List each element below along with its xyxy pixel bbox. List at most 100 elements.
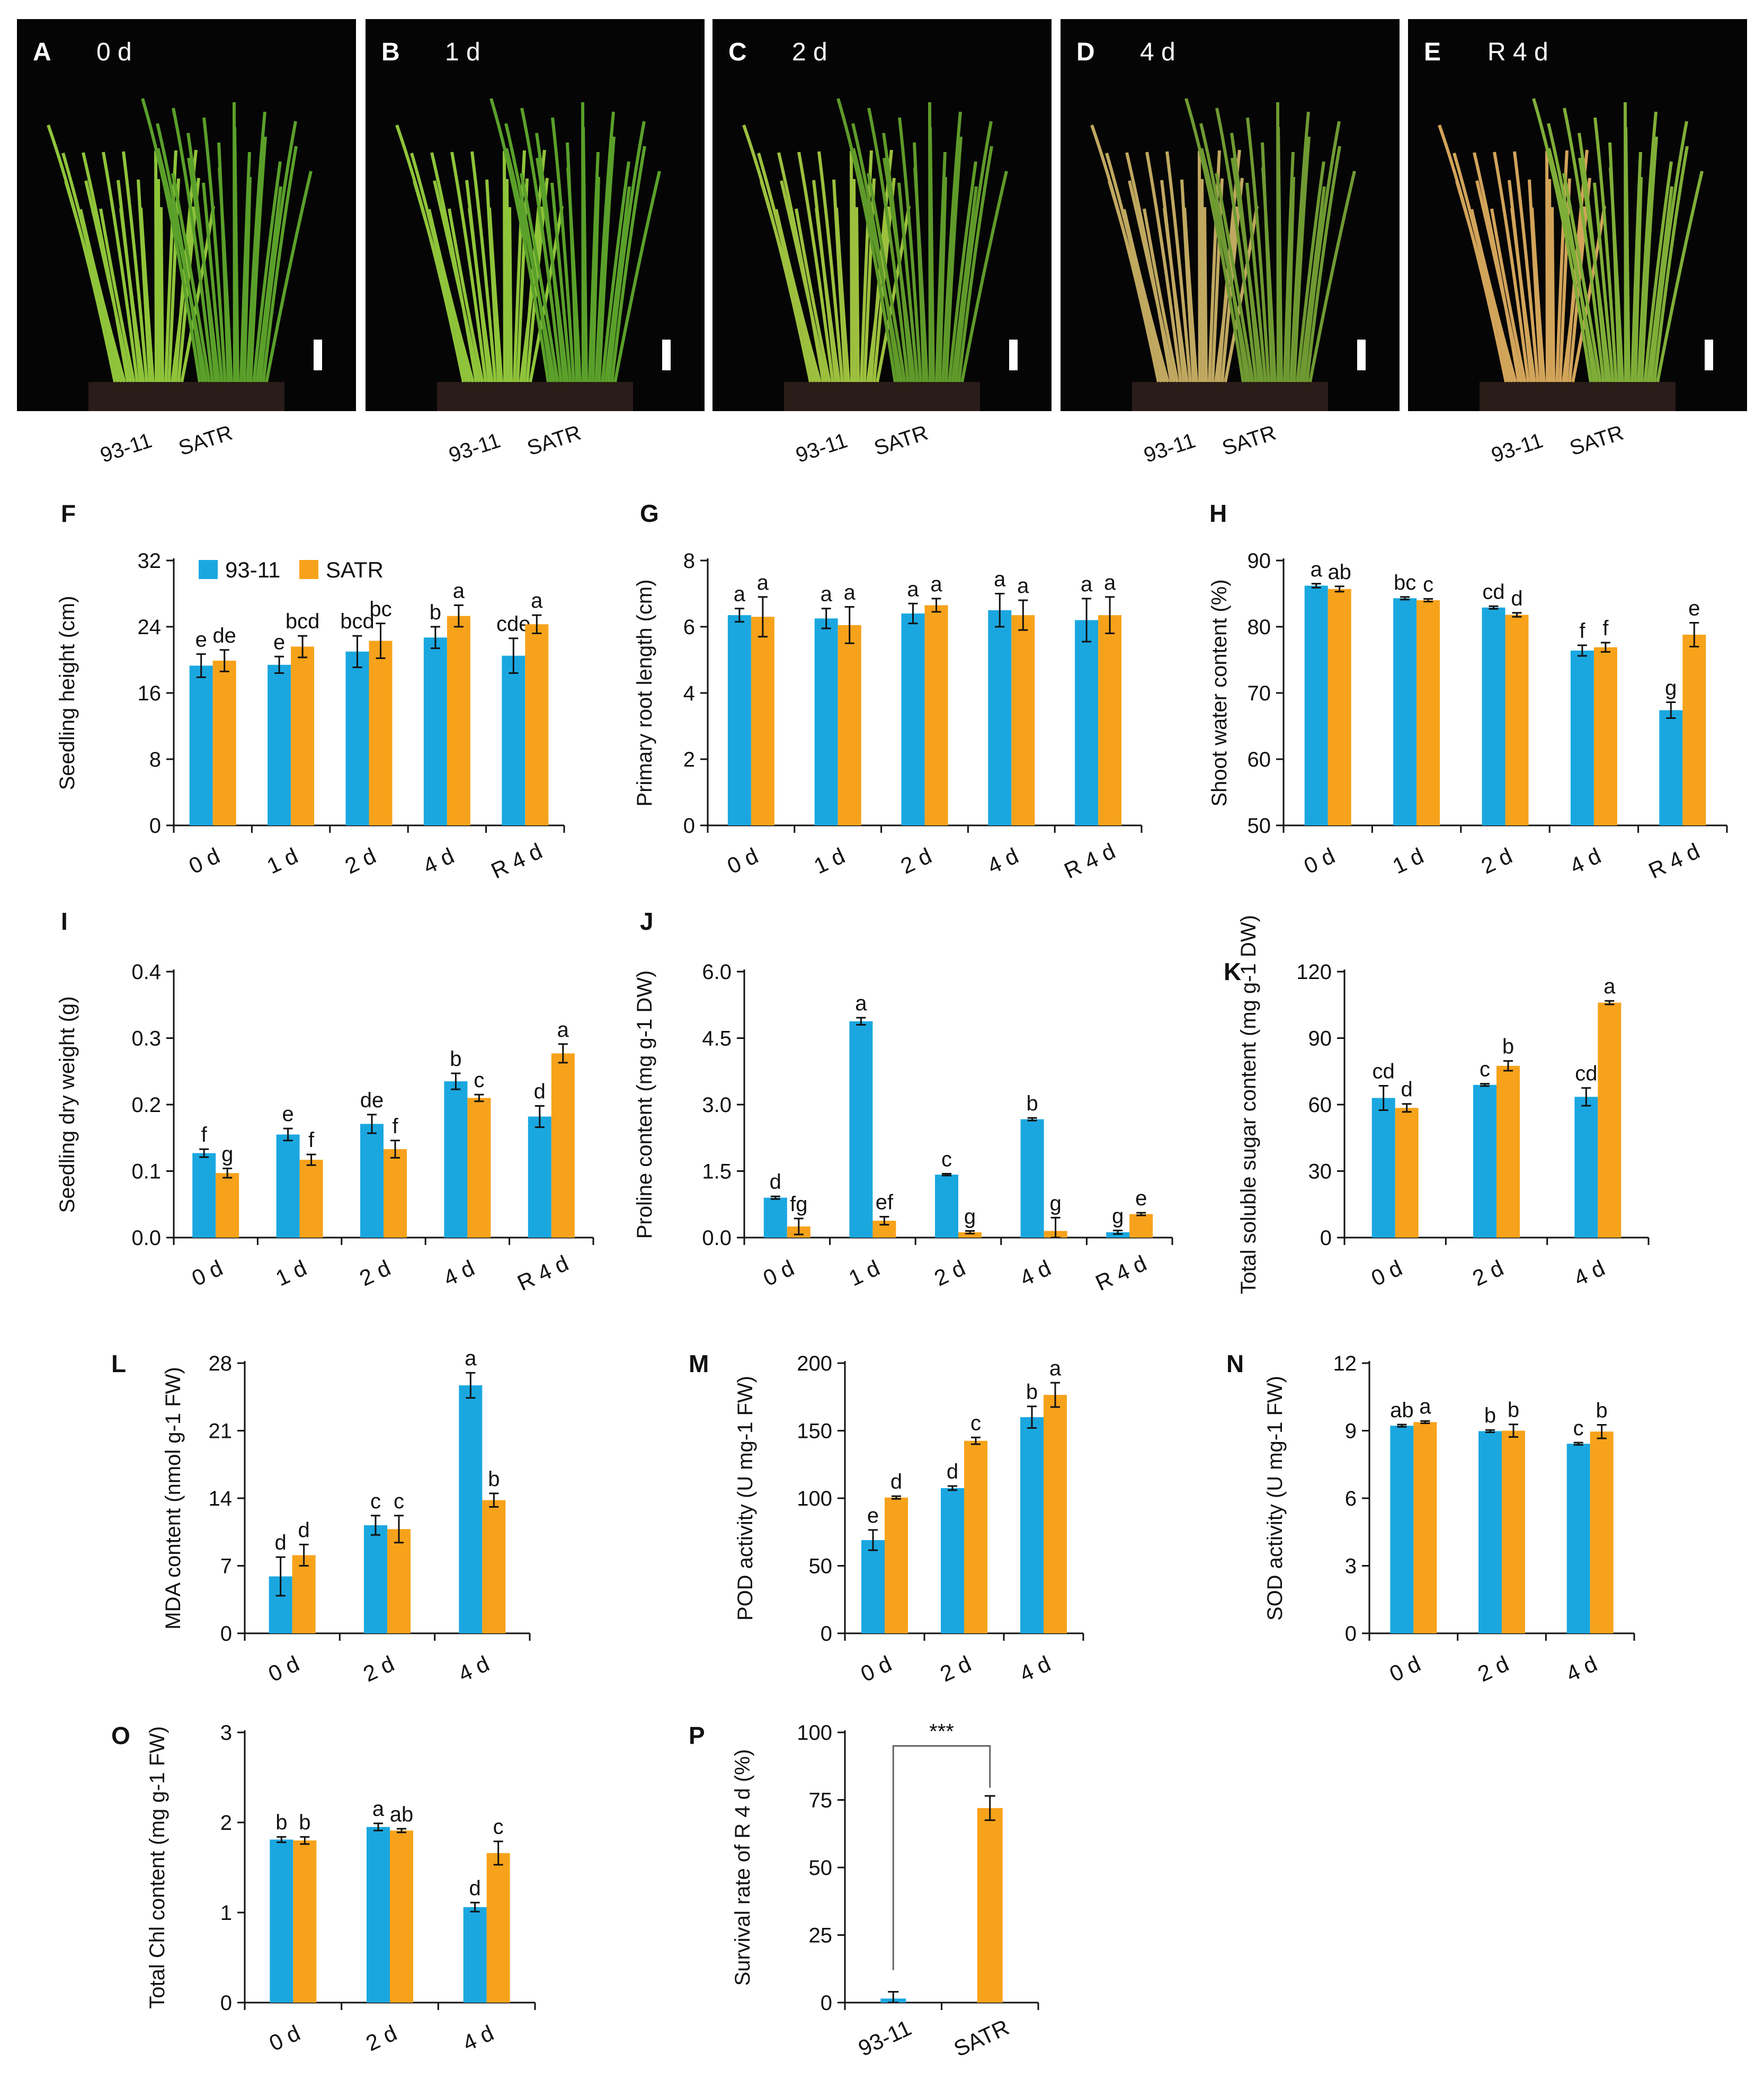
bar-93-11: [901, 613, 925, 825]
y-axis-label: Seedling dry weight (g): [56, 996, 79, 1213]
leaf: [505, 179, 510, 383]
leaf: [1203, 207, 1208, 383]
significance-letter: b: [1502, 1035, 1514, 1059]
panel-label: M: [689, 1350, 709, 1377]
bar-satr: [1593, 647, 1617, 825]
significance-letter: b: [299, 1811, 310, 1834]
significance-letter: bcd: [286, 610, 320, 633]
significance-letter: g: [221, 1142, 233, 1166]
leaf: [1493, 152, 1530, 383]
panel-label: H: [1209, 500, 1227, 527]
significance-letter: a: [907, 577, 919, 601]
leaf: [1165, 151, 1192, 383]
significance-letter: a: [855, 992, 867, 1015]
y-tick-label: 28: [209, 1352, 233, 1375]
leaf: [850, 150, 853, 383]
bar-satr: [1098, 615, 1122, 825]
leaf: [239, 152, 251, 383]
leaf: [1200, 179, 1205, 383]
significance-letter: cde: [496, 612, 531, 636]
y-tick-label: 0.0: [702, 1226, 732, 1250]
bar-satr: [293, 1840, 317, 2003]
legend-label-93-11: 93-11: [225, 557, 280, 582]
leaf: [1656, 171, 1704, 383]
leaf: [1530, 207, 1546, 383]
significance-letter: d: [275, 1531, 287, 1554]
y-tick-label: 50: [1248, 814, 1271, 838]
significance-letter: g: [1112, 1205, 1124, 1228]
significance-letter: a: [1104, 571, 1116, 594]
y-tick-label: 8: [683, 549, 695, 573]
leaf: [941, 111, 962, 383]
leaf: [1286, 176, 1295, 383]
leaf: [156, 123, 204, 383]
leaf: [582, 127, 588, 383]
bar-satr: [838, 625, 861, 825]
significance-letter: cd: [1575, 1062, 1597, 1086]
bar-93-11: [988, 610, 1012, 825]
time-label: 2 d: [792, 38, 827, 66]
significance-letter: d: [298, 1518, 310, 1542]
y-tick-label: 0.3: [131, 1027, 161, 1051]
y-tick-label: 1.5: [702, 1160, 732, 1184]
leaf: [243, 176, 252, 383]
significance-letter: a: [1419, 1395, 1431, 1418]
leaf: [202, 182, 224, 383]
time-label: R 4 d: [1487, 38, 1548, 66]
y-axis-label: Proline content (mg g-1 DW): [633, 971, 656, 1239]
leaf: [1289, 111, 1310, 383]
bar-satr: [1011, 615, 1035, 825]
leaf: [566, 167, 582, 383]
bar-satr: [1598, 1002, 1622, 1238]
bar-93-11: [1371, 1098, 1395, 1238]
leaf: [774, 209, 822, 383]
panel-label: E: [1424, 38, 1441, 66]
panel-label: D: [1076, 38, 1095, 66]
bar-93-11: [1390, 1426, 1414, 1633]
y-tick-label: 60: [1248, 748, 1271, 771]
bar-93-11: [727, 615, 751, 825]
bar-93-11: [1020, 1119, 1044, 1238]
leaf: [1609, 167, 1624, 383]
leaf: [252, 161, 282, 383]
leaf: [1293, 136, 1311, 383]
y-tick-label: 90: [1248, 549, 1271, 573]
leaf: [1215, 173, 1254, 383]
bar-satr: [1328, 589, 1351, 825]
significance-letter: a: [734, 583, 746, 606]
leaf: [488, 207, 503, 383]
panel-label: B: [381, 38, 400, 66]
panel-label: A: [33, 38, 51, 66]
y-tick-label: 6: [1345, 1487, 1357, 1510]
bar-93-11: [1304, 585, 1328, 825]
bar-satr: [216, 1173, 239, 1238]
leaf: [262, 146, 298, 383]
leaf: [1277, 127, 1283, 383]
leaf: [1643, 161, 1673, 383]
y-axis-label: Total soluble sugar content (mg g-1 DW): [1237, 915, 1260, 1294]
leaf: [1532, 98, 1592, 383]
leaf: [855, 207, 860, 383]
plant-satr: [141, 98, 313, 383]
scale-bar: [1009, 340, 1018, 370]
bar-93-11: [1393, 598, 1417, 825]
leaf: [520, 108, 563, 383]
y-tick-label: 0: [149, 814, 161, 838]
y-tick-label: 12: [1333, 1352, 1357, 1375]
significance-letter: e: [273, 630, 285, 654]
significance-letter: b: [1026, 1381, 1038, 1404]
significance-letter: a: [994, 568, 1006, 591]
leaf: [883, 157, 916, 383]
y-tick-label: 150: [797, 1420, 832, 1443]
leaf: [852, 148, 903, 383]
significance-letter: d: [469, 1876, 481, 1900]
leaf: [1640, 136, 1658, 383]
significance-letter: ef: [876, 1191, 894, 1214]
significance-letter: a: [1017, 574, 1029, 598]
bar-93-11: [268, 664, 291, 825]
y-axis-label: Survival rate of R 4 d (%): [731, 1749, 754, 1986]
scale-bar: [662, 340, 671, 370]
leaf: [172, 108, 214, 383]
leaf: [1475, 180, 1524, 383]
